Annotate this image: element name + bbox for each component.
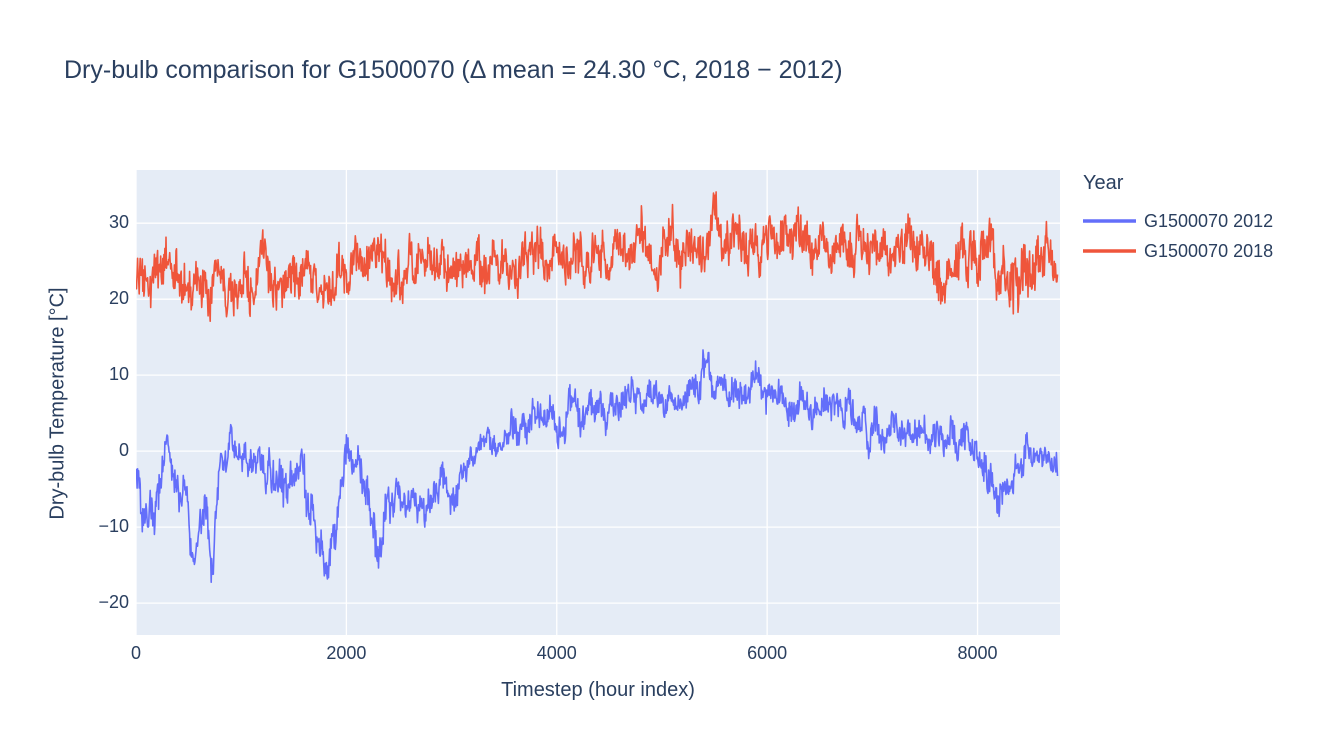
y-axis-title: Dry-bulb Temperature [°C] [46,287,69,520]
legend-label-2018: G1500070 2018 [1144,240,1274,261]
legend-item-2018[interactable]: G1500070 2018 [1083,236,1273,266]
legend-item-2012[interactable]: G1500070 2012 [1083,206,1273,236]
y-tick-label: 0 [118,440,129,461]
x-tick-label: 2000 [326,643,367,663]
x-tick-label: 6000 [747,643,788,663]
x-tick-label: 8000 [957,643,998,663]
legend-line-2018-icon [1083,249,1136,253]
plot-svg [136,170,1060,635]
legend-line-2012-icon [1083,219,1136,223]
x-axis-title: Timestep (hour index) [501,679,695,701]
plot-area[interactable] [136,170,1060,635]
y-tick-label: −20 [98,592,129,613]
y-tick-label: 20 [108,288,129,309]
legend-title: Year [1083,172,1124,194]
legend-label-2012: G1500070 2012 [1144,210,1274,231]
y-tick-label: 30 [108,212,129,233]
chart-title: Dry-bulb comparison for G1500070 (Δ mean… [64,56,843,84]
x-tick-label: 4000 [536,643,577,663]
y-tick-label: 10 [108,364,129,385]
legend: Year G1500070 2012 G1500070 2018 [1083,172,1273,266]
x-tick-label: 0 [130,643,142,663]
y-tick-label: −10 [98,516,129,537]
